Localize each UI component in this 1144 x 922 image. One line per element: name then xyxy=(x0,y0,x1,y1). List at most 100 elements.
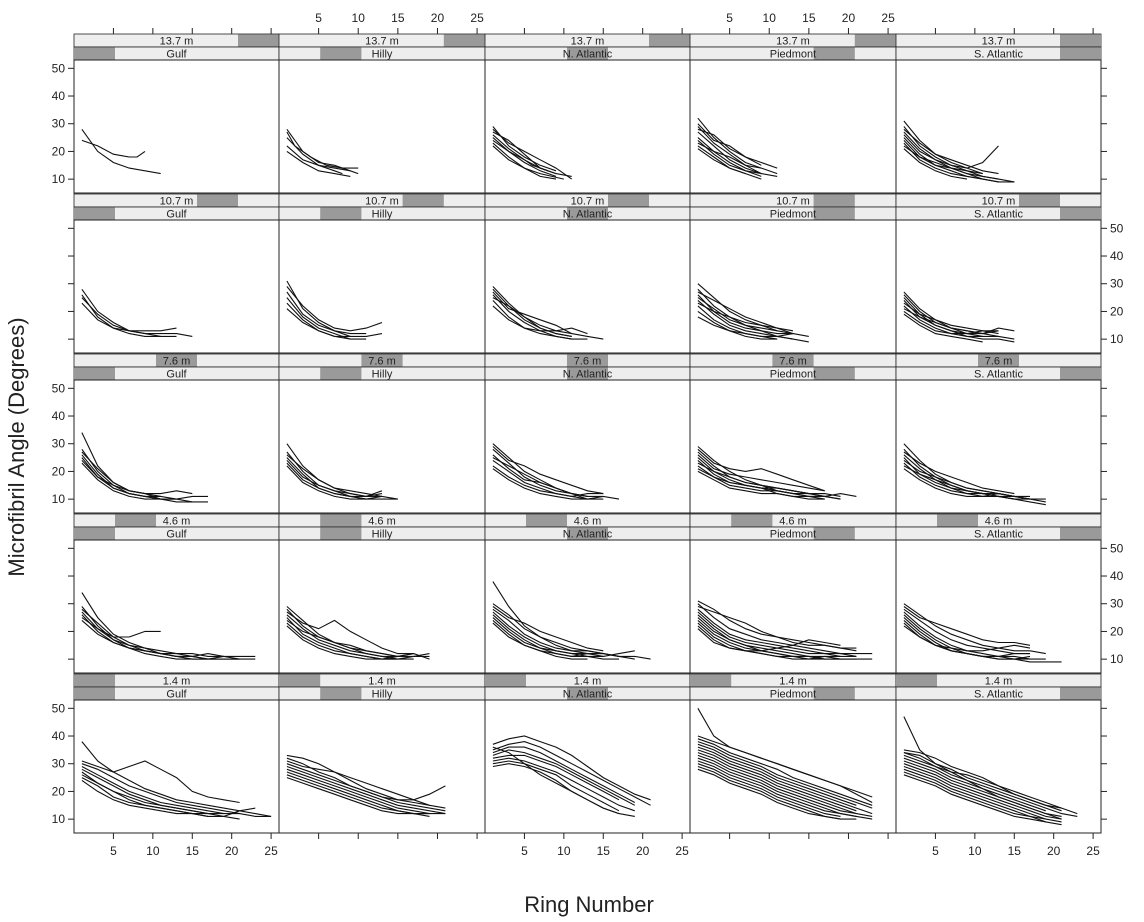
x-tick-label-top-hilly-5: 5 xyxy=(315,11,322,25)
region-strip-label-7-6-m-n-atlantic: N. Atlantic xyxy=(563,369,613,381)
series-line-13-7-m-hilly-5 xyxy=(286,150,351,177)
series-line-1-4-m-n-atlantic-5 xyxy=(492,754,620,801)
series-line-7-6-m-hilly-6 xyxy=(286,454,398,500)
height-strip-level-4-6-m-gulf xyxy=(115,514,156,527)
series-line-1-4-m-piedmont-3 xyxy=(697,738,873,806)
region-strip-level-10-7-m-hilly xyxy=(320,207,362,220)
height-strip-label-4-6-m-s-atlantic: 4.6 m xyxy=(985,516,1013,528)
series-line-1-4-m-hilly-8 xyxy=(286,777,430,815)
x-tick-label-bottom-n-atlantic-25: 25 xyxy=(675,844,689,858)
series-line-4-6-m-gulf-3 xyxy=(81,611,224,657)
y-tick-label-left-7-6-m-30: 30 xyxy=(52,437,66,451)
height-strip-label-1-4-m-piedmont: 1.4 m xyxy=(779,676,807,688)
height-strip-level-7-6-m-gulf xyxy=(156,354,197,367)
series-line-1-4-m-n-atlantic-1 xyxy=(492,735,651,801)
series-line-4-6-m-n-atlantic-8 xyxy=(492,606,604,652)
region-strip-label-10-7-m-gulf: Gulf xyxy=(166,209,187,221)
series-line-10-7-m-s-atlantic-9 xyxy=(903,313,983,343)
series-line-1-4-m-n-atlantic-4 xyxy=(492,749,636,806)
series-line-13-7-m-gulf-2 xyxy=(81,139,146,158)
y-tick-label-left-13-7-m-40: 40 xyxy=(52,89,66,103)
region-strip-level-13-7-m-n-atlantic xyxy=(567,47,608,60)
x-tick-label-bottom-s-atlantic-10: 10 xyxy=(968,844,982,858)
panel-10-7-m-hilly xyxy=(278,219,486,354)
region-strip-label-1-4-m-gulf: Gulf xyxy=(166,689,187,701)
region-strip-level-10-7-m-piedmont xyxy=(813,207,855,220)
region-strip-label-13-7-m-gulf: Gulf xyxy=(166,49,187,61)
region-strip-label-10-7-m-piedmont: Piedmont xyxy=(770,209,816,221)
series-line-10-7-m-hilly-3 xyxy=(286,297,367,340)
region-strip-level-10-7-m-s-atlantic xyxy=(1060,207,1101,220)
series-line-1-4-m-gulf-8 xyxy=(81,777,240,820)
height-strip-level-4-6-m-piedmont xyxy=(731,514,773,527)
series-line-4-6-m-piedmont-11 xyxy=(697,605,857,649)
series-line-1-4-m-gulf-3 xyxy=(81,763,240,815)
series-line-1-4-m-piedmont-8 xyxy=(697,752,873,817)
panel-1-4-m-piedmont xyxy=(689,699,897,834)
series-line-10-7-m-piedmont-3 xyxy=(697,294,793,335)
height-strip-label-13-7-m-piedmont: 13.7 m xyxy=(776,36,810,48)
series-line-7-6-m-s-atlantic-2 xyxy=(903,448,1046,500)
height-strip-label-7-6-m-n-atlantic: 7.6 m xyxy=(574,356,602,368)
series-line-13-7-m-hilly-3 xyxy=(286,145,343,175)
height-strip-label-4-6-m-piedmont: 4.6 m xyxy=(779,516,807,528)
x-tick-label-bottom-s-atlantic-20: 20 xyxy=(1047,844,1061,858)
x-tick-label-top-piedmont-15: 15 xyxy=(802,11,816,25)
series-line-1-4-m-s-atlantic-5 xyxy=(903,757,1046,812)
x-tick-label-bottom-gulf-20: 20 xyxy=(225,844,239,858)
series-line-1-4-m-gulf-9 xyxy=(81,779,209,817)
series-line-13-7-m-n-atlantic-5 xyxy=(492,128,573,180)
region-strip-label-4-6-m-n-atlantic: N. Atlantic xyxy=(563,529,613,541)
series-line-10-7-m-n-atlantic-3 xyxy=(492,300,572,340)
series-line-1-4-m-hilly-5 xyxy=(286,768,430,815)
series-line-1-4-m-piedmont-12 xyxy=(697,763,841,817)
height-strip-label-7-6-m-s-atlantic: 7.6 m xyxy=(985,356,1013,368)
height-strip-level-13-7-m-hilly xyxy=(443,34,485,47)
height-strip-level-1-4-m-piedmont xyxy=(690,674,732,687)
series-line-7-6-m-piedmont-10 xyxy=(697,468,825,500)
height-strip-level-7-6-m-s-atlantic xyxy=(978,354,1019,367)
height-strip-level-1-4-m-s-atlantic xyxy=(896,674,937,687)
panel-4-6-m-s-atlantic xyxy=(895,539,1102,674)
x-tick-label-bottom-n-atlantic-20: 20 xyxy=(636,844,650,858)
series-line-13-7-m-n-atlantic-1 xyxy=(492,126,557,172)
y-tick-label-left-7-6-m-10: 10 xyxy=(52,492,66,506)
panel-13-7-m-hilly xyxy=(278,59,486,194)
height-strip-label-1-4-m-gulf: 1.4 m xyxy=(163,676,191,688)
series-line-13-7-m-s-atlantic-1 xyxy=(903,120,983,175)
height-strip-level-4-6-m-s-atlantic xyxy=(937,514,978,527)
y-tick-label-left-7-6-m-50: 50 xyxy=(52,381,66,395)
panel-7-6-m-gulf xyxy=(73,379,280,514)
ticks-layer: 10 20 30 40 50 10 20 30 40 50 10 20 30 40 50 10 20 30 40 50… xyxy=(52,11,1124,858)
series-line-13-7-m-s-atlantic-10 xyxy=(903,145,983,175)
height-strip-level-7-6-m-piedmont xyxy=(772,354,814,367)
panel-13-7-m-gulf xyxy=(73,59,280,194)
y-tick-label-left-13-7-m-30: 30 xyxy=(52,117,66,131)
series-line-7-6-m-piedmont-7 xyxy=(697,454,825,492)
series-line-7-6-m-s-atlantic-9 xyxy=(903,465,1046,503)
series-line-10-7-m-hilly-2 xyxy=(286,291,383,337)
region-strip-level-13-7-m-s-atlantic xyxy=(1060,47,1101,60)
y-tick-label-left-7-6-m-40: 40 xyxy=(52,409,66,423)
series-line-1-4-m-hilly-9 xyxy=(286,757,430,806)
series-line-10-7-m-s-atlantic-4 xyxy=(903,300,1015,343)
region-strip-label-1-4-m-s-atlantic: S. Atlantic xyxy=(974,689,1023,701)
series-line-13-7-m-s-atlantic-5 xyxy=(903,142,983,180)
series-line-1-4-m-hilly-1 xyxy=(286,754,446,809)
y-tick-label-left-1-4-m-50: 50 xyxy=(52,701,66,715)
series-line-1-4-m-piedmont-2 xyxy=(697,735,873,803)
y-tick-label-right-10-7-m-20: 20 xyxy=(1110,304,1124,318)
x-tick-label-top-hilly-15: 15 xyxy=(391,11,405,25)
series-line-10-7-m-piedmont-7 xyxy=(697,291,794,335)
series-line-1-4-m-piedmont-11 xyxy=(697,760,857,817)
region-strip-label-7-6-m-hilly: Hilly xyxy=(372,369,393,381)
x-tick-label-top-piedmont-10: 10 xyxy=(763,11,777,25)
series-line-7-6-m-s-atlantic-4 xyxy=(903,457,1046,506)
x-axis-title: Ring Number xyxy=(524,892,654,917)
series-line-10-7-m-hilly-6 xyxy=(286,308,351,337)
height-strip-label-4-6-m-gulf: 4.6 m xyxy=(163,516,191,528)
height-strip-level-10-7-m-gulf xyxy=(197,194,238,207)
series-line-13-7-m-piedmont-3 xyxy=(697,131,762,175)
height-strip-label-1-4-m-hilly: 1.4 m xyxy=(368,676,396,688)
